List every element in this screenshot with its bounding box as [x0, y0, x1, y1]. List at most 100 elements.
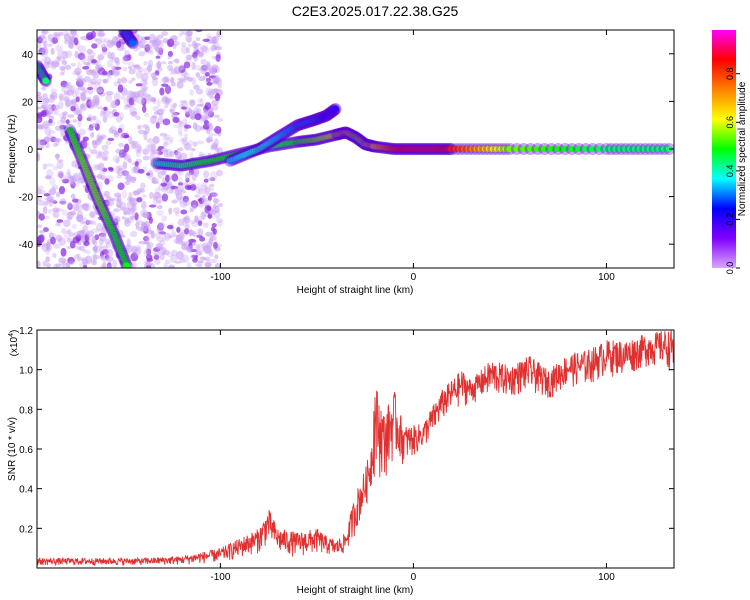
noise-blob: [159, 108, 166, 112]
noise-blob: [202, 38, 211, 43]
noise-blob: [131, 143, 137, 150]
noise-blob: [92, 163, 100, 171]
noise-blob: [153, 38, 162, 47]
noise-blob: [62, 219, 71, 228]
spectrogram-ridges: [37, 30, 674, 268]
noise-blob: [174, 260, 182, 264]
noise-blob: [191, 40, 198, 49]
noise-blob: [50, 236, 56, 245]
noise-blob: [182, 254, 190, 263]
noise-blob: [150, 97, 157, 103]
noise-blob: [176, 184, 185, 193]
noise-blob: [126, 200, 133, 210]
noise-blob: [37, 185, 45, 190]
y-tick-label: 0.8: [19, 405, 33, 416]
noise-blob: [131, 201, 136, 210]
noise-blob: [48, 118, 53, 124]
noise-blob: [37, 96, 44, 105]
noise-blob: [181, 137, 188, 142]
noise-blob: [149, 153, 156, 162]
noise-blob: [175, 250, 184, 260]
noise-blob: [92, 71, 99, 79]
noise-blob: [136, 125, 142, 130]
noise-blob: [48, 97, 55, 103]
noise-blob: [70, 62, 76, 67]
noise-blob: [94, 97, 100, 105]
noise-blob: [80, 221, 86, 225]
noise-blob: [189, 205, 195, 210]
noise-blob: [182, 217, 190, 221]
noise-blob: [115, 148, 123, 154]
noise-blob: [102, 70, 108, 76]
noise-blob: [129, 30, 138, 34]
noise-blob: [44, 43, 52, 48]
noise-blob: [215, 147, 220, 153]
noise-blob: [130, 111, 138, 115]
noise-blob: [186, 36, 192, 43]
noise-blob: [211, 132, 218, 137]
noise-blob: [156, 199, 162, 204]
noise-blob: [151, 114, 157, 119]
noise-blob: [192, 204, 197, 210]
noise-blob: [151, 177, 159, 184]
noise-blob: [137, 129, 146, 135]
noise-blob: [207, 110, 215, 118]
noise-blob: [64, 64, 72, 70]
noise-blob: [74, 87, 80, 97]
noise-blob: [103, 190, 111, 197]
noise-blob: [212, 204, 217, 210]
noise-blob: [174, 58, 180, 64]
noise-blob: [37, 152, 40, 159]
ridge-point: [660, 146, 668, 152]
noise-blob: [146, 258, 154, 262]
noise-blob: [66, 89, 75, 96]
ridge-point: [547, 146, 555, 152]
colorbar-tick-label: 0.6: [725, 116, 735, 129]
noise-blob: [123, 134, 130, 139]
noise-blob: [155, 122, 160, 129]
noise-blob: [52, 166, 59, 171]
noise-blob: [86, 86, 94, 90]
noise-blob: [99, 38, 107, 44]
noise-blob: [45, 110, 51, 116]
noise-blob: [170, 230, 176, 237]
noise-blob: [83, 61, 90, 66]
noise-blob: [135, 145, 143, 154]
noise-blob: [104, 178, 110, 185]
noise-blob: [155, 243, 163, 250]
noise-blob: [195, 250, 203, 256]
noise-blob: [152, 197, 158, 207]
noise-blob: [116, 40, 122, 49]
noise-blob: [100, 43, 107, 50]
noise-blob: [56, 161, 64, 170]
noise-blob: [209, 95, 216, 100]
noise-blob: [183, 142, 192, 151]
noise-blob: [214, 93, 221, 102]
noise-blob: [173, 207, 180, 214]
noise-blob: [98, 238, 104, 246]
noise-blob: [67, 114, 75, 118]
noise-blob: [137, 169, 145, 174]
noise-blob: [174, 170, 181, 175]
noise-blob: [123, 143, 130, 153]
noise-blob: [93, 99, 100, 107]
noise-blob: [146, 137, 154, 144]
noise-blob: [171, 249, 178, 257]
noise-blob: [37, 152, 40, 162]
noise-blob: [59, 198, 67, 206]
noise-blob: [196, 103, 204, 107]
noise-blob: [52, 31, 58, 38]
noise-blob: [206, 205, 212, 211]
noise-blob: [43, 201, 49, 206]
noise-blob: [205, 63, 212, 72]
y-tick-label: 0.6: [19, 445, 33, 456]
noise-blob: [198, 187, 204, 195]
noise-blob: [78, 261, 86, 268]
noise-blob: [144, 112, 150, 118]
noise-blob: [87, 127, 95, 131]
noise-blob: [169, 67, 174, 76]
noise-blob: [79, 103, 85, 109]
noise-blob: [78, 128, 86, 136]
ridge-point: [602, 146, 610, 152]
noise-blob: [85, 147, 92, 152]
